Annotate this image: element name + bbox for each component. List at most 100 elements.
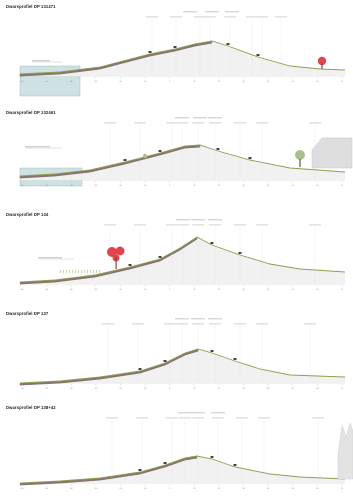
- zone-label-placeholder: [146, 16, 158, 18]
- top-label-placeholder: [225, 11, 239, 13]
- top-label-placeholder: [208, 318, 222, 320]
- bench-marker: [210, 242, 214, 244]
- zone-label-placeholder: [176, 323, 188, 325]
- zone-label-placeholder: [212, 417, 224, 419]
- zone-label-placeholder: [224, 16, 236, 18]
- cross-section-3: Dwarsprofiel DP 134 -60 -50 -40 -30 -20 -10 0 1…: [0, 212, 353, 304]
- zone-label-placeholder: [177, 224, 189, 226]
- zone-label-placeholder: [106, 417, 118, 419]
- axis-tick-label: -60: [21, 81, 25, 83]
- axis-tick-label: 20: [218, 488, 221, 490]
- top-label-placeholder: [175, 318, 189, 320]
- axis-tick-label: 70: [341, 81, 344, 83]
- zone-label-placeholder: [194, 16, 206, 18]
- reed-icon: [86, 269, 89, 274]
- axis-tick-label: -20: [119, 289, 123, 291]
- axis-tick-label: 50: [292, 488, 295, 490]
- building-icon: [311, 137, 353, 169]
- axis-tick-label: 40: [267, 185, 270, 187]
- zone-label-placeholder: [134, 122, 146, 124]
- cross-section-2: Dwarsprofiel DP 132461 -60 -50 -40 -30 -20 -1…: [0, 110, 353, 202]
- bench-marker: [163, 462, 167, 464]
- top-label-placeholder: [191, 219, 205, 221]
- zone-label-placeholder: [236, 417, 248, 419]
- annotation-label-placeholder: [25, 146, 50, 148]
- dike-body: [20, 237, 345, 284]
- axis-tick-label: -20: [119, 388, 123, 390]
- reed-icon: [68, 269, 71, 274]
- axis-tick-label: 40: [267, 289, 270, 291]
- annotation-label-placeholder: [32, 60, 50, 62]
- axis-tick-label: 50: [292, 388, 295, 390]
- bench-marker: [210, 350, 214, 352]
- grass-surface-line: [19, 40, 346, 75]
- dike-body: [20, 145, 345, 180]
- axis-tick-label: 40: [267, 488, 270, 490]
- zone-label-placeholder: [166, 122, 178, 124]
- reed-icon: [65, 269, 68, 274]
- bench-marker: [158, 256, 162, 258]
- zone-label-placeholder: [164, 323, 176, 325]
- axis-tick-label: -40: [70, 185, 74, 187]
- zone-label-placeholder: [256, 323, 268, 325]
- top-label-placeholder: [208, 117, 222, 119]
- axis-tick-label: -50: [45, 289, 49, 291]
- axis-tick-label: 0: [169, 289, 171, 291]
- tree-trunk: [321, 64, 323, 69]
- bench-marker: [210, 456, 214, 458]
- dike-body: [20, 456, 345, 483]
- bench-marker: [256, 54, 260, 56]
- axis-tick-label: -10: [144, 289, 148, 291]
- section-title: Dwarsprofiel DP 138+42: [6, 405, 56, 410]
- reed-icon: [74, 269, 77, 274]
- axis-tick-label: 20: [218, 388, 221, 390]
- axis-tick-label: -30: [94, 289, 98, 291]
- section-title: Dwarsprofiel DP 131471: [6, 4, 56, 9]
- axis-tick-label: -40: [70, 388, 74, 390]
- tree-green-icon: [295, 150, 305, 160]
- zone-label-placeholder: [209, 122, 221, 124]
- grass-surface-line: [19, 455, 346, 484]
- reed-icon: [98, 269, 101, 274]
- section-title: Dwarsprofiel DP 134: [6, 212, 49, 217]
- tree-red-icon: [107, 247, 117, 257]
- zone-label-placeholder: [102, 323, 114, 325]
- axis-tick-label: -30: [94, 185, 98, 187]
- bench-marker: [138, 469, 142, 471]
- zone-label-placeholder: [209, 323, 221, 325]
- reed-icon: [83, 269, 86, 274]
- axis-tick-label: 50: [292, 81, 295, 83]
- axis-tick-label: 70: [341, 388, 344, 390]
- grass-surface-line: [19, 348, 346, 384]
- axis-tick-label: -50: [45, 488, 49, 490]
- bench-marker: [216, 148, 220, 150]
- section-drawing: -60 -50 -40 -30 -20 -10 0 10 20 30 40 50 60 70: [19, 318, 346, 390]
- axis-tick-label: 10: [193, 289, 196, 291]
- axis-tick-label: 50: [292, 185, 295, 187]
- zone-label-placeholder: [192, 323, 204, 325]
- reed-icon: [80, 269, 83, 274]
- section-drawing: -60 -50 -40 -30 -20 -10 0 10 20 30 40 50 60 70: [19, 11, 346, 97]
- axis-tick-label: -60: [21, 388, 25, 390]
- top-label-placeholder: [208, 219, 222, 221]
- axis-tick-label: 30: [242, 81, 245, 83]
- axis-tick-label: -10: [144, 488, 148, 490]
- axis-tick-label: 20: [218, 185, 221, 187]
- grass-surface-line: [19, 236, 346, 283]
- axis-tick-label: -30: [94, 81, 98, 83]
- section-drawing: -60 -50 -40 -30 -20 -10 0 10 20 30 40 50 60 70: [19, 219, 346, 291]
- top-label-placeholder: [191, 412, 205, 414]
- axis-tick-label: -60: [21, 289, 25, 291]
- section-title: Dwarsprofiel DP 132461: [6, 110, 56, 115]
- bench-marker: [233, 358, 237, 360]
- top-label-placeholder: [175, 117, 189, 119]
- zone-label-placeholder: [258, 417, 270, 419]
- axis-tick-label: -20: [119, 488, 123, 490]
- cliff-icon: [337, 422, 353, 480]
- zone-label-placeholder: [234, 122, 246, 124]
- tree-red-icon: [115, 246, 125, 256]
- top-label-placeholder: [211, 412, 225, 414]
- zone-label-placeholder: [256, 224, 268, 226]
- zone-label-placeholder: [166, 417, 178, 419]
- cross-section-5: Dwarsprofiel DP 138+42 -60 -50 -40 -30 -20 -1…: [0, 405, 353, 501]
